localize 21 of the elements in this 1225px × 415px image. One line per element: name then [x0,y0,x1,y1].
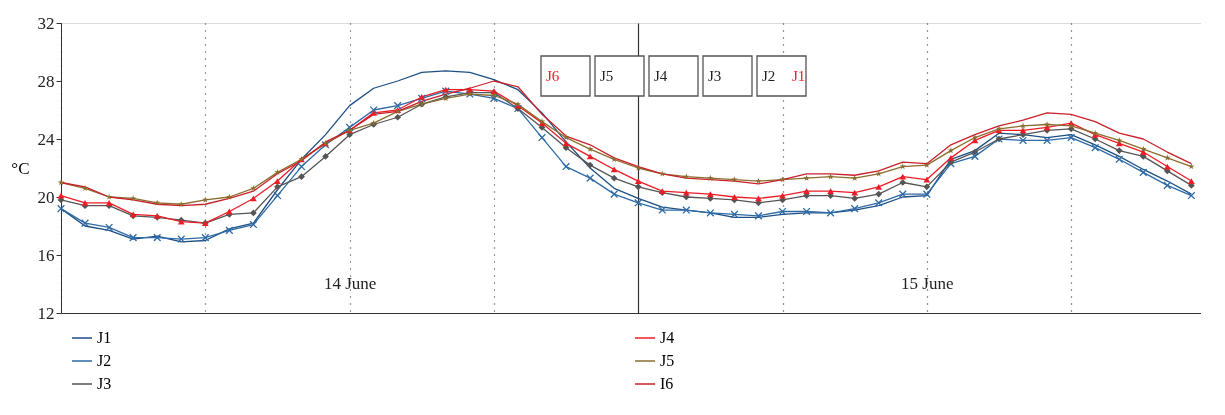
x-tick-label: 14 June [323,273,377,293]
annotation: J2 [762,68,776,84]
y-axis-title: °C [11,158,30,178]
y-tick-label: 32 [37,13,55,33]
annotation: J4 [654,68,668,84]
annotation: J1 [792,68,806,84]
y-tick-label: 28 [37,71,55,91]
y-tick-label: 12 [37,303,55,323]
legend-label: I6 [660,375,674,392]
y-tick-label: 24 [37,129,55,149]
legend-label: J4 [660,329,675,346]
x-tick-label: 15 June [901,273,954,293]
legend-label: J5 [660,352,675,369]
legend-label: J3 [97,375,112,392]
annotation: J6 [546,68,560,84]
annotation: J5 [600,68,614,84]
legend-label: J1 [97,329,112,346]
legend-label: J2 [97,352,112,369]
y-tick-label: 16 [37,245,55,265]
y-tick-label: 20 [37,187,55,207]
annotation: J3 [708,68,722,84]
